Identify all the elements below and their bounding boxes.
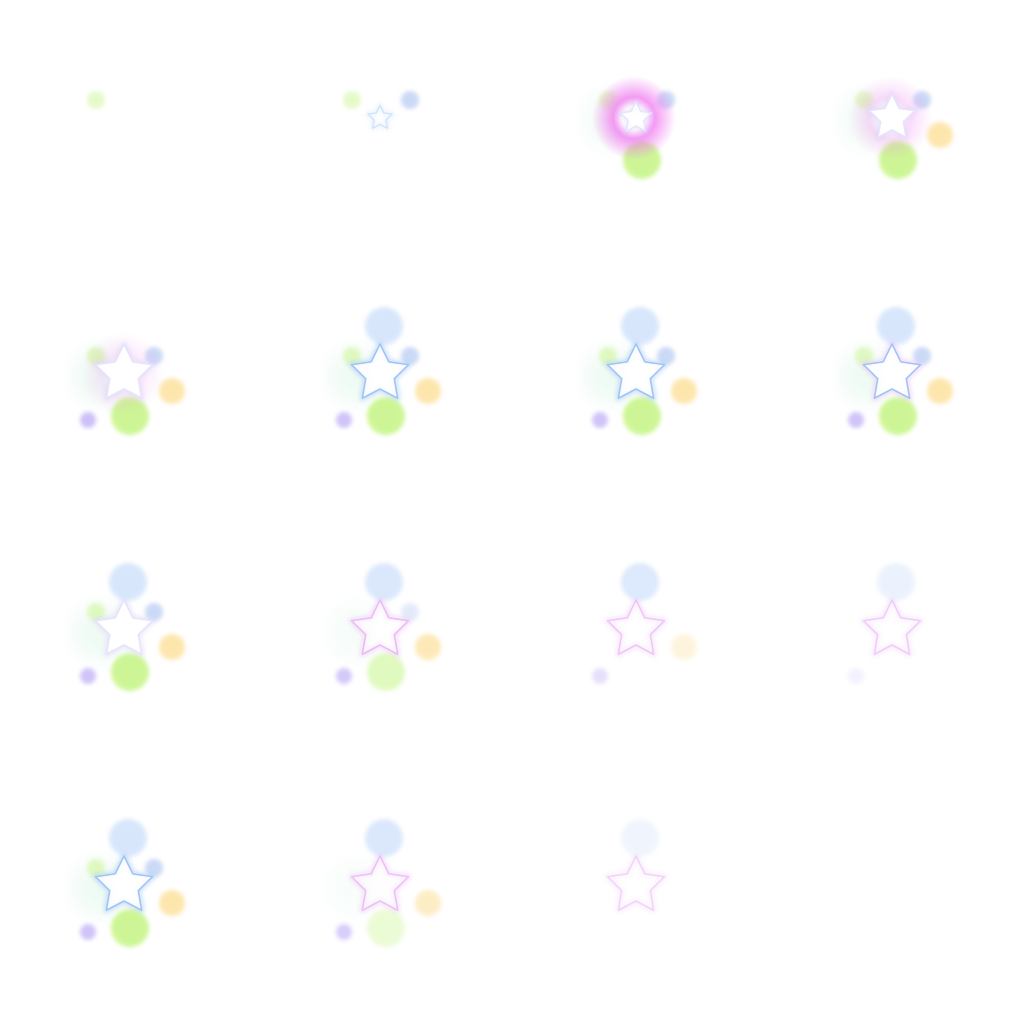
sprite-frame-graphic (328, 563, 441, 691)
sprite-frame (768, 512, 1024, 768)
sprite-frame-graphic (328, 307, 441, 435)
star-core-glow (116, 878, 132, 894)
sprite-frame (0, 512, 256, 768)
orange-orb (671, 378, 697, 404)
sprite-frame-graphic (584, 307, 697, 435)
star-core-glow (628, 622, 644, 638)
purple-orb (592, 412, 608, 428)
star-core-glow (376, 114, 384, 122)
sprite-frame-graphic (72, 332, 185, 435)
top-blue-orb (621, 819, 659, 857)
blue-orb-small (145, 859, 163, 877)
sprite-frame (512, 0, 768, 256)
top-blue-orb (109, 563, 147, 601)
green-orb-large (111, 909, 149, 947)
sprite-frame-graphic (584, 76, 676, 179)
star-core-glow (116, 366, 132, 382)
top-blue-orb (365, 819, 403, 857)
sprite-frame (768, 256, 1024, 512)
sprite-frame-graphic (72, 563, 185, 691)
sprite-frame (256, 768, 512, 1024)
sprite-frame (512, 768, 768, 1024)
top-blue-orb (365, 563, 403, 601)
orange-orb (671, 634, 697, 660)
orange-orb (415, 890, 441, 916)
green-orb-large (111, 653, 149, 691)
purple-orb (592, 668, 608, 684)
star-core-glow (885, 111, 899, 125)
green-orb-small (87, 603, 105, 621)
blue-orb-small (401, 347, 419, 365)
sprite-frame (512, 256, 768, 512)
green-orb-small (87, 859, 105, 877)
blue-orb-small (401, 91, 419, 109)
star-core-glow (631, 113, 641, 123)
sprite-frame-graphic (840, 76, 953, 179)
green-orb-small (343, 347, 361, 365)
top-blue-orb (621, 307, 659, 345)
star-core-glow (884, 366, 900, 382)
orange-orb (927, 122, 953, 148)
sprite-frame (0, 768, 256, 1024)
purple-orb (336, 668, 352, 684)
purple-orb (848, 412, 864, 428)
sprite-frame-graphic (343, 91, 419, 132)
blue-orb-small (145, 603, 163, 621)
top-blue-orb (365, 307, 403, 345)
sprite-frame (512, 512, 768, 768)
star-core-glow (372, 622, 388, 638)
sprite-frame-graphic (848, 563, 924, 684)
blue-orb-small (913, 347, 931, 365)
star-core-glow (884, 622, 900, 638)
sprite-frame-graphic (87, 91, 105, 109)
star-core-glow (372, 366, 388, 382)
sprite-frame (0, 0, 256, 256)
star-glow (365, 102, 395, 132)
orange-orb (159, 378, 185, 404)
green-orb-large (879, 397, 917, 435)
green-orb-large (367, 397, 405, 435)
star-core-glow (628, 878, 644, 894)
green-orb-large (367, 909, 405, 947)
top-blue-orb (877, 563, 915, 601)
green-orb-small (87, 91, 105, 109)
orange-orb (415, 378, 441, 404)
sprite-frame-graphic (840, 307, 953, 435)
green-orb-large (623, 397, 661, 435)
sprite-frame-graphic (592, 563, 697, 684)
orange-orb (159, 634, 185, 660)
blue-orb-small (657, 347, 675, 365)
blue-orb-small (401, 603, 419, 621)
star-core-glow (116, 622, 132, 638)
purple-orb (80, 412, 96, 428)
purple-orb (336, 924, 352, 940)
top-blue-orb (877, 307, 915, 345)
sprite-frame (256, 256, 512, 512)
orange-orb (159, 890, 185, 916)
sprite-frame-graphic (328, 819, 441, 947)
sprite-frame (256, 512, 512, 768)
sprite-frame (0, 256, 256, 512)
top-blue-orb (621, 563, 659, 601)
purple-orb (80, 924, 96, 940)
sprite-frame (768, 0, 1024, 256)
orange-orb (927, 378, 953, 404)
star-core-glow (628, 366, 644, 382)
purple-orb (848, 668, 864, 684)
green-orb-large (367, 653, 405, 691)
sprite-frame (256, 0, 512, 256)
top-blue-orb (109, 819, 147, 857)
sprite-frame-graphic (604, 819, 668, 914)
orange-orb (415, 634, 441, 660)
star-core-glow (372, 878, 388, 894)
green-orb-small (599, 347, 617, 365)
purple-orb (80, 668, 96, 684)
green-orb-small (343, 91, 361, 109)
purple-orb (336, 412, 352, 428)
green-orb-small (855, 347, 873, 365)
sprite-frame-graphic (72, 819, 185, 947)
